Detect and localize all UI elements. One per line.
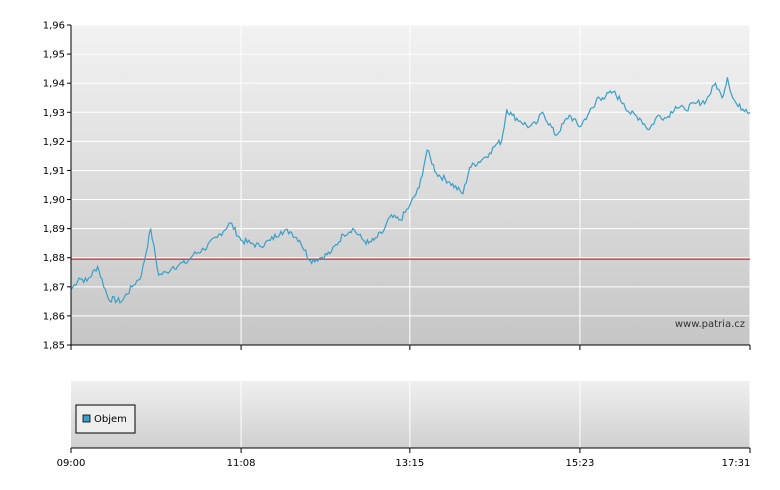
y-tick-label: 1,93 — [43, 108, 65, 119]
y-tick-label: 1,95 — [43, 50, 65, 61]
y-tick-label: 1,88 — [43, 253, 65, 264]
y-tick-label: 1,89 — [43, 224, 65, 235]
y-axis-ticks: 1,96 1,95 1,94 1,93 1,92 1,91 1,90 1,89 1,88 1,87… — [43, 21, 71, 352]
vertical-grid — [240, 25, 751, 345]
volume-legend: Objem — [75, 404, 136, 434]
y-tick-label: 1,91 — [43, 166, 65, 177]
x-tick-label: 15:23 — [566, 458, 595, 469]
x-tick-label: 13:15 — [395, 458, 424, 469]
volume-panel-background — [71, 381, 750, 448]
x-tick-label: 11:08 — [227, 458, 256, 469]
y-tick-label: 1,87 — [43, 282, 65, 293]
y-tick-label: 1,90 — [43, 195, 65, 206]
volume-vertical-grid — [240, 381, 751, 448]
volume-panel: 09:00 11:08 13:15 15:23 17:31 Objem — [57, 381, 751, 469]
x-axis-ticks-bottom: 09:00 11:08 13:15 15:23 17:31 — [57, 448, 751, 469]
horizontal-grid — [71, 24, 750, 317]
legend-swatch — [82, 414, 91, 423]
price-panel-background — [71, 25, 750, 345]
y-tick-label: 1,94 — [43, 79, 65, 90]
x-axis-ticks-top — [70, 345, 751, 350]
price-panel: 1,96 1,95 1,94 1,93 1,92 1,91 1,90 1,89 1,88 1,87… — [43, 21, 751, 352]
x-tick-label: 09:00 — [57, 458, 86, 469]
y-tick-label: 1,86 — [43, 311, 65, 322]
x-tick-label: 17:31 — [722, 458, 751, 469]
y-tick-label: 1,92 — [43, 137, 65, 148]
price-series-line — [70, 77, 751, 305]
y-tick-label: 1,96 — [43, 21, 65, 32]
watermark: www.patria.cz — [675, 319, 745, 330]
y-tick-label: 1,85 — [43, 341, 65, 352]
legend-label: Objem — [94, 414, 127, 425]
